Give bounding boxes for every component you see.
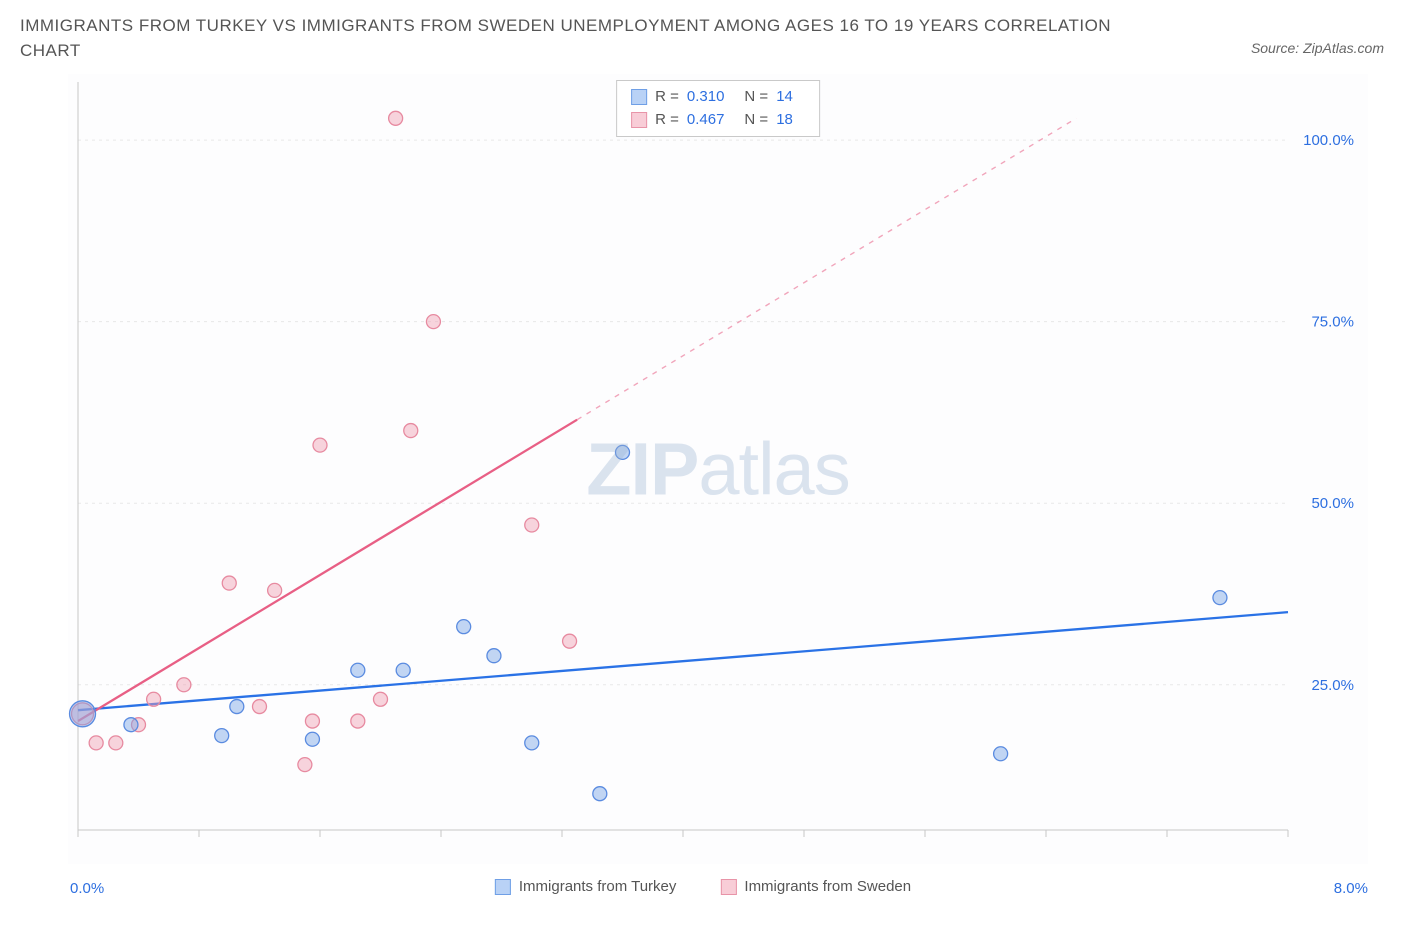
chart-area: Unemployment Among Ages 16 to 19 years 2… <box>20 74 1386 894</box>
swatch-sweden <box>720 879 736 895</box>
x-axis-min-label: 0.0% <box>70 880 104 897</box>
x-axis-legend: Immigrants from Turkey Immigrants from S… <box>495 878 911 895</box>
stats-row-turkey: R = 0.310 N = 14 <box>631 86 805 109</box>
r-label: R = <box>655 86 679 109</box>
legend-label-turkey: Immigrants from Turkey <box>519 878 677 895</box>
svg-text:100.0%: 100.0% <box>1303 132 1354 149</box>
r-value-turkey: 0.310 <box>687 86 725 109</box>
svg-text:25.0%: 25.0% <box>1311 677 1354 694</box>
stats-legend-box: R = 0.310 N = 14 R = 0.467 N = 18 <box>616 80 820 137</box>
source-label: Source: ZipAtlas.com <box>1251 40 1384 56</box>
chart-title: IMMIGRANTS FROM TURKEY VS IMMIGRANTS FRO… <box>20 14 1140 63</box>
legend-item-sweden: Immigrants from Sweden <box>720 878 911 895</box>
legend-item-turkey: Immigrants from Turkey <box>495 878 677 895</box>
swatch-sweden <box>631 112 647 128</box>
n-value-turkey: 14 <box>776 86 793 109</box>
r-label: R = <box>655 109 679 132</box>
n-value-sweden: 18 <box>776 109 793 132</box>
x-axis-max-label: 8.0% <box>1334 880 1368 897</box>
swatch-turkey <box>631 89 647 105</box>
scatter-plot-svg: 25.0% 50.0% 75.0% 100.0% <box>68 74 1368 864</box>
swatch-turkey <box>495 879 511 895</box>
svg-text:75.0%: 75.0% <box>1311 314 1354 331</box>
svg-text:50.0%: 50.0% <box>1311 495 1354 512</box>
plot-area: 25.0%50.0%75.0%100.0% ZIPatlas R = 0.310… <box>68 74 1368 864</box>
n-label: N = <box>744 109 768 132</box>
n-label: N = <box>744 86 768 109</box>
r-value-sweden: 0.467 <box>687 109 725 132</box>
stats-row-sweden: R = 0.467 N = 18 <box>631 109 805 132</box>
legend-label-sweden: Immigrants from Sweden <box>744 878 911 895</box>
